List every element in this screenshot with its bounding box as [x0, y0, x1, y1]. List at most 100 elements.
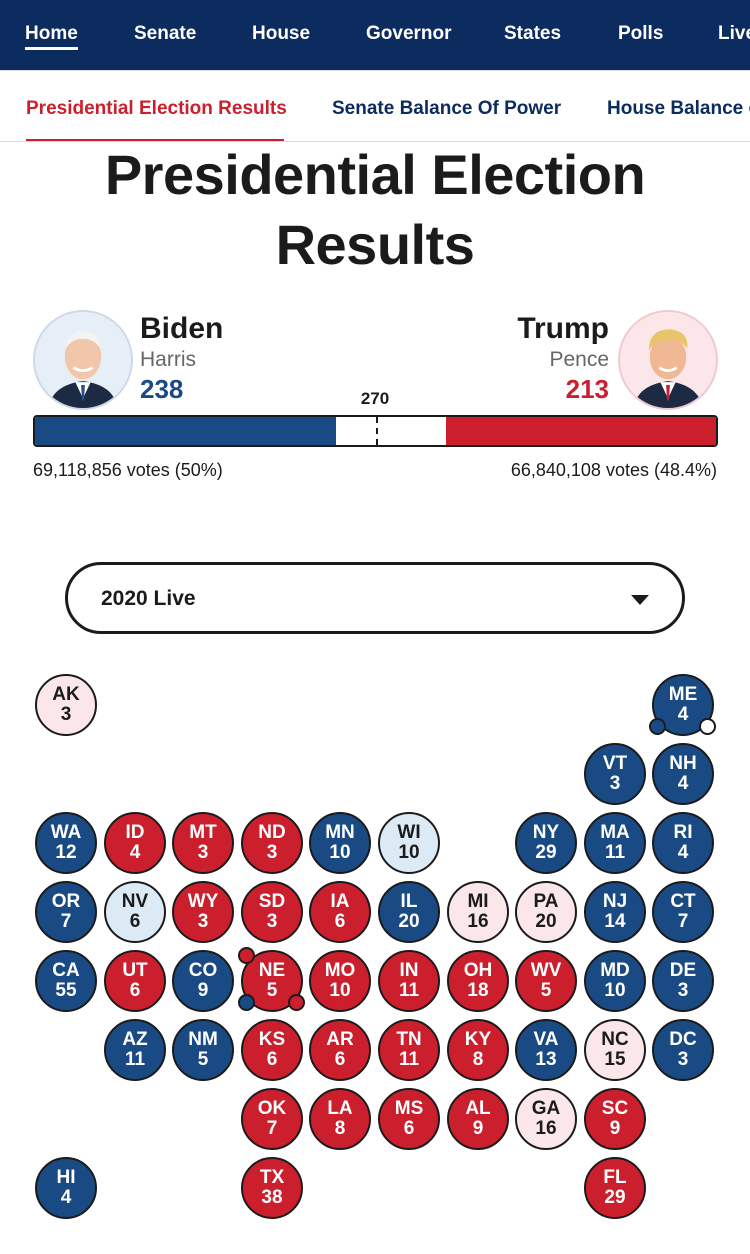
state-tile-az[interactable]: AZ 11 — [104, 1019, 166, 1081]
state-tile-ms[interactable]: MS 6 — [378, 1088, 440, 1150]
state-tile-ca[interactable]: CA 55 — [35, 950, 97, 1012]
state-tile-vt[interactable]: VT 3 — [584, 743, 646, 805]
state-electoral-votes: 55 — [55, 980, 77, 1001]
electoral-tile-map: AK 3 ME 4 VT 3 NH 4 WA 12 ID 4 MT 3 ND 3 MN 10 WI 10 NY 29 MA 1… — [0, 660, 750, 1254]
district-dot-me[interactable] — [649, 718, 666, 735]
state-abbr: DC — [669, 1029, 697, 1050]
dem-electoral-votes: 238 — [140, 374, 184, 404]
state-tile-ut[interactable]: UT 6 — [104, 950, 166, 1012]
state-electoral-votes: 29 — [535, 842, 557, 863]
state-tile-nm[interactable]: NM 5 — [172, 1019, 234, 1081]
rep-bar-fill — [446, 417, 716, 445]
state-abbr: MO — [324, 960, 356, 981]
state-tile-wi[interactable]: WI 10 — [378, 812, 440, 874]
state-tile-ma[interactable]: MA 11 — [584, 812, 646, 874]
state-electoral-votes: 10 — [604, 980, 626, 1001]
state-tile-tn[interactable]: TN 11 — [378, 1019, 440, 1081]
state-tile-ks[interactable]: KS 6 — [241, 1019, 303, 1081]
state-electoral-votes: 7 — [677, 911, 689, 932]
state-tile-ky[interactable]: KY 8 — [447, 1019, 509, 1081]
state-electoral-votes: 6 — [129, 911, 141, 932]
tab-presidential-results[interactable]: Presidential Election Results — [26, 98, 287, 119]
state-abbr: NC — [601, 1029, 629, 1050]
state-tile-nv[interactable]: NV 6 — [104, 881, 166, 943]
state-tile-hi[interactable]: HI 4 — [35, 1157, 97, 1219]
state-abbr: AZ — [122, 1029, 148, 1050]
tab-house-balance[interactable]: House Balance of Power — [607, 98, 750, 119]
state-tile-nd[interactable]: ND 3 — [241, 812, 303, 874]
state-tile-ny[interactable]: NY 29 — [515, 812, 577, 874]
state-tile-ri[interactable]: RI 4 — [652, 812, 714, 874]
state-electoral-votes: 9 — [197, 980, 209, 1001]
state-electoral-votes: 3 — [266, 911, 278, 932]
state-tile-ak[interactable]: AK 3 — [35, 674, 97, 736]
dem-candidate-name: Biden — [140, 312, 224, 345]
state-electoral-votes: 5 — [197, 1049, 209, 1070]
state-tile-nj[interactable]: NJ 14 — [584, 881, 646, 943]
electoral-vote-bar — [33, 415, 718, 447]
state-tile-ga[interactable]: GA 16 — [515, 1088, 577, 1150]
dem-running-mate: Harris — [140, 348, 196, 371]
state-abbr: PA — [533, 891, 559, 912]
state-electoral-votes: 38 — [261, 1187, 283, 1208]
state-tile-mt[interactable]: MT 3 — [172, 812, 234, 874]
district-dot-ne[interactable] — [238, 994, 255, 1011]
district-dot-ne[interactable] — [288, 994, 305, 1011]
nav-governor[interactable]: Governor — [366, 23, 452, 44]
biden-avatar — [33, 310, 133, 410]
state-tile-sd[interactable]: SD 3 — [241, 881, 303, 943]
state-tile-al[interactable]: AL 9 — [447, 1088, 509, 1150]
state-tile-de[interactable]: DE 3 — [652, 950, 714, 1012]
nav-live[interactable]: Live — [718, 23, 750, 44]
state-tile-ok[interactable]: OK 7 — [241, 1088, 303, 1150]
biden-portrait-icon — [35, 312, 131, 408]
state-tile-oh[interactable]: OH 18 — [447, 950, 509, 1012]
state-tile-va[interactable]: VA 13 — [515, 1019, 577, 1081]
dem-popular-votes: 69,118,856 votes (50%) — [33, 460, 223, 480]
tab-senate-balance[interactable]: Senate Balance Of Power — [332, 98, 562, 119]
state-tile-co[interactable]: CO 9 — [172, 950, 234, 1012]
state-tile-mn[interactable]: MN 10 — [309, 812, 371, 874]
state-abbr: MT — [189, 822, 217, 843]
nav-polls[interactable]: Polls — [618, 23, 664, 44]
state-tile-pa[interactable]: PA 20 — [515, 881, 577, 943]
state-abbr: NY — [532, 822, 560, 843]
state-tile-ct[interactable]: CT 7 — [652, 881, 714, 943]
state-tile-la[interactable]: LA 8 — [309, 1088, 371, 1150]
state-tile-md[interactable]: MD 10 — [584, 950, 646, 1012]
state-electoral-votes: 10 — [329, 980, 351, 1001]
state-tile-ar[interactable]: AR 6 — [309, 1019, 371, 1081]
district-dot-ne[interactable] — [238, 947, 255, 964]
state-tile-mi[interactable]: MI 16 — [447, 881, 509, 943]
state-tile-in[interactable]: IN 11 — [378, 950, 440, 1012]
nav-states[interactable]: States — [504, 23, 562, 44]
state-electoral-votes: 9 — [609, 1118, 621, 1139]
state-tile-wv[interactable]: WV 5 — [515, 950, 577, 1012]
state-electoral-votes: 4 — [677, 704, 689, 725]
state-tile-il[interactable]: IL 20 — [378, 881, 440, 943]
state-tile-wa[interactable]: WA 12 — [35, 812, 97, 874]
state-tile-nc[interactable]: NC 15 — [584, 1019, 646, 1081]
nav-home[interactable]: Home — [25, 23, 78, 50]
state-tile-ia[interactable]: IA 6 — [309, 881, 371, 943]
state-abbr: KS — [258, 1029, 286, 1050]
nav-house[interactable]: House — [252, 23, 311, 44]
state-electoral-votes: 12 — [55, 842, 77, 863]
state-tile-dc[interactable]: DC 3 — [652, 1019, 714, 1081]
state-abbr: WY — [187, 891, 219, 912]
rep-running-mate: Pence — [549, 348, 609, 371]
state-tile-tx[interactable]: TX 38 — [241, 1157, 303, 1219]
state-tile-id[interactable]: ID 4 — [104, 812, 166, 874]
state-tile-fl[interactable]: FL 29 — [584, 1157, 646, 1219]
state-electoral-votes: 29 — [604, 1187, 626, 1208]
district-dot-me[interactable] — [699, 718, 716, 735]
state-tile-wy[interactable]: WY 3 — [172, 881, 234, 943]
nav-senate[interactable]: Senate — [134, 23, 197, 44]
state-tile-mo[interactable]: MO 10 — [309, 950, 371, 1012]
year-select[interactable]: 2020 Live — [65, 562, 685, 634]
state-electoral-votes: 15 — [604, 1049, 626, 1070]
state-tile-nh[interactable]: NH 4 — [652, 743, 714, 805]
state-electoral-votes: 3 — [677, 980, 689, 1001]
state-tile-sc[interactable]: SC 9 — [584, 1088, 646, 1150]
state-tile-or[interactable]: OR 7 — [35, 881, 97, 943]
